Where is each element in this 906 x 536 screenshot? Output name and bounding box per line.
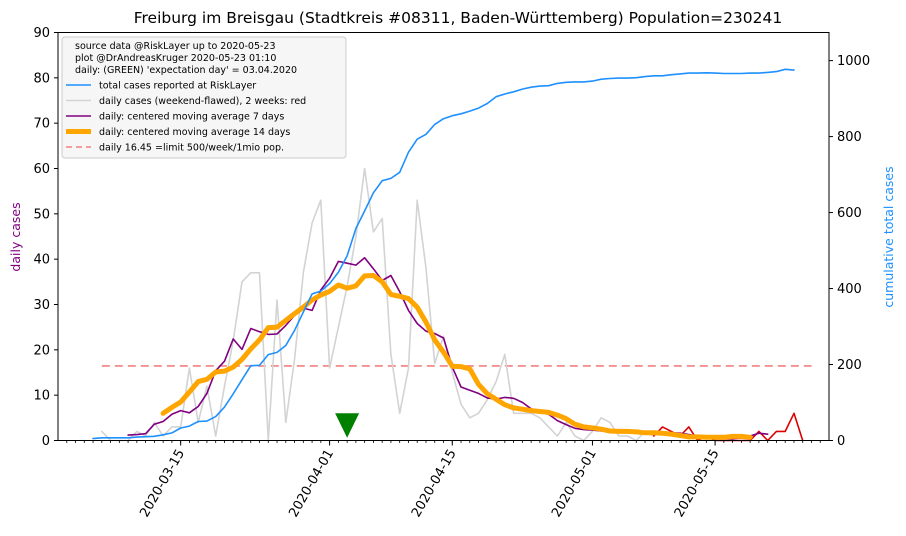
y-tick-label-left: 70	[33, 117, 50, 132]
moving-average-14-line	[160, 273, 753, 440]
y-tick-label-left: 50	[33, 207, 50, 222]
x-tick-label: 2020-03-15	[137, 447, 188, 520]
daily-cases-line	[101, 167, 655, 442]
legend-box	[61, 36, 347, 159]
legend-entry-label: daily: centered moving average 7 days	[99, 112, 284, 123]
x-tick-label: 2020-05-15	[672, 447, 723, 520]
y-tick-label-right: 800	[837, 130, 862, 145]
y-tick-label-left: 60	[33, 162, 50, 177]
plot-area	[92, 68, 812, 442]
y-tick-label-left: 20	[33, 343, 50, 358]
legend-header-text: daily: (GREEN) 'expectation day' = 03.04…	[75, 65, 297, 76]
y-tick-label-right: 200	[837, 358, 862, 373]
x-tick-label: 2020-05-01	[549, 447, 600, 520]
y-tick-label-left: 0	[42, 434, 50, 449]
y-tick-label-right: 0	[837, 434, 845, 449]
legend-entry-label: daily: centered moving average 14 days	[99, 127, 290, 138]
x-tick-label: 2020-04-01	[286, 447, 337, 520]
y-tick-label-left: 30	[33, 298, 50, 313]
y-tick-label-right: 1000	[837, 54, 870, 69]
y-tick-label-left: 80	[33, 71, 50, 86]
y-tick-label-right: 600	[837, 206, 862, 221]
moving-average-7-line	[127, 256, 769, 440]
chart-title: Freiburg im Breisgau (Stadtkreis #08311,…	[134, 9, 783, 27]
y-axis-label-left: daily cases	[8, 202, 23, 271]
legend-entry-label: daily 16.45 =limit 500/week/1mio pop.	[99, 143, 284, 154]
legend-entry-label: daily cases (weekend-flawed), 2 weeks: r…	[99, 96, 306, 107]
y-tick-label-left: 40	[33, 253, 50, 268]
total-cases-line	[92, 68, 795, 440]
legend-entry-label: total cases reported at RiskLayer	[99, 81, 256, 92]
y-tick-label-left: 90	[33, 26, 50, 41]
legend-header-text: source data @RiskLayer up to 2020-05-23	[75, 41, 276, 52]
y-axis-label-right: cumulative total cases	[881, 166, 896, 307]
expectation-day-marker	[335, 413, 360, 438]
y-tick-label-right: 400	[837, 282, 862, 297]
legend: source data @RiskLayer up to 2020-05-23p…	[61, 36, 347, 159]
y-tick-label-left: 10	[33, 389, 50, 404]
x-tick-label: 2020-04-15	[409, 447, 460, 520]
legend-header-text: plot @DrAndreasKruger 2020-05-23 01:10	[75, 53, 276, 64]
